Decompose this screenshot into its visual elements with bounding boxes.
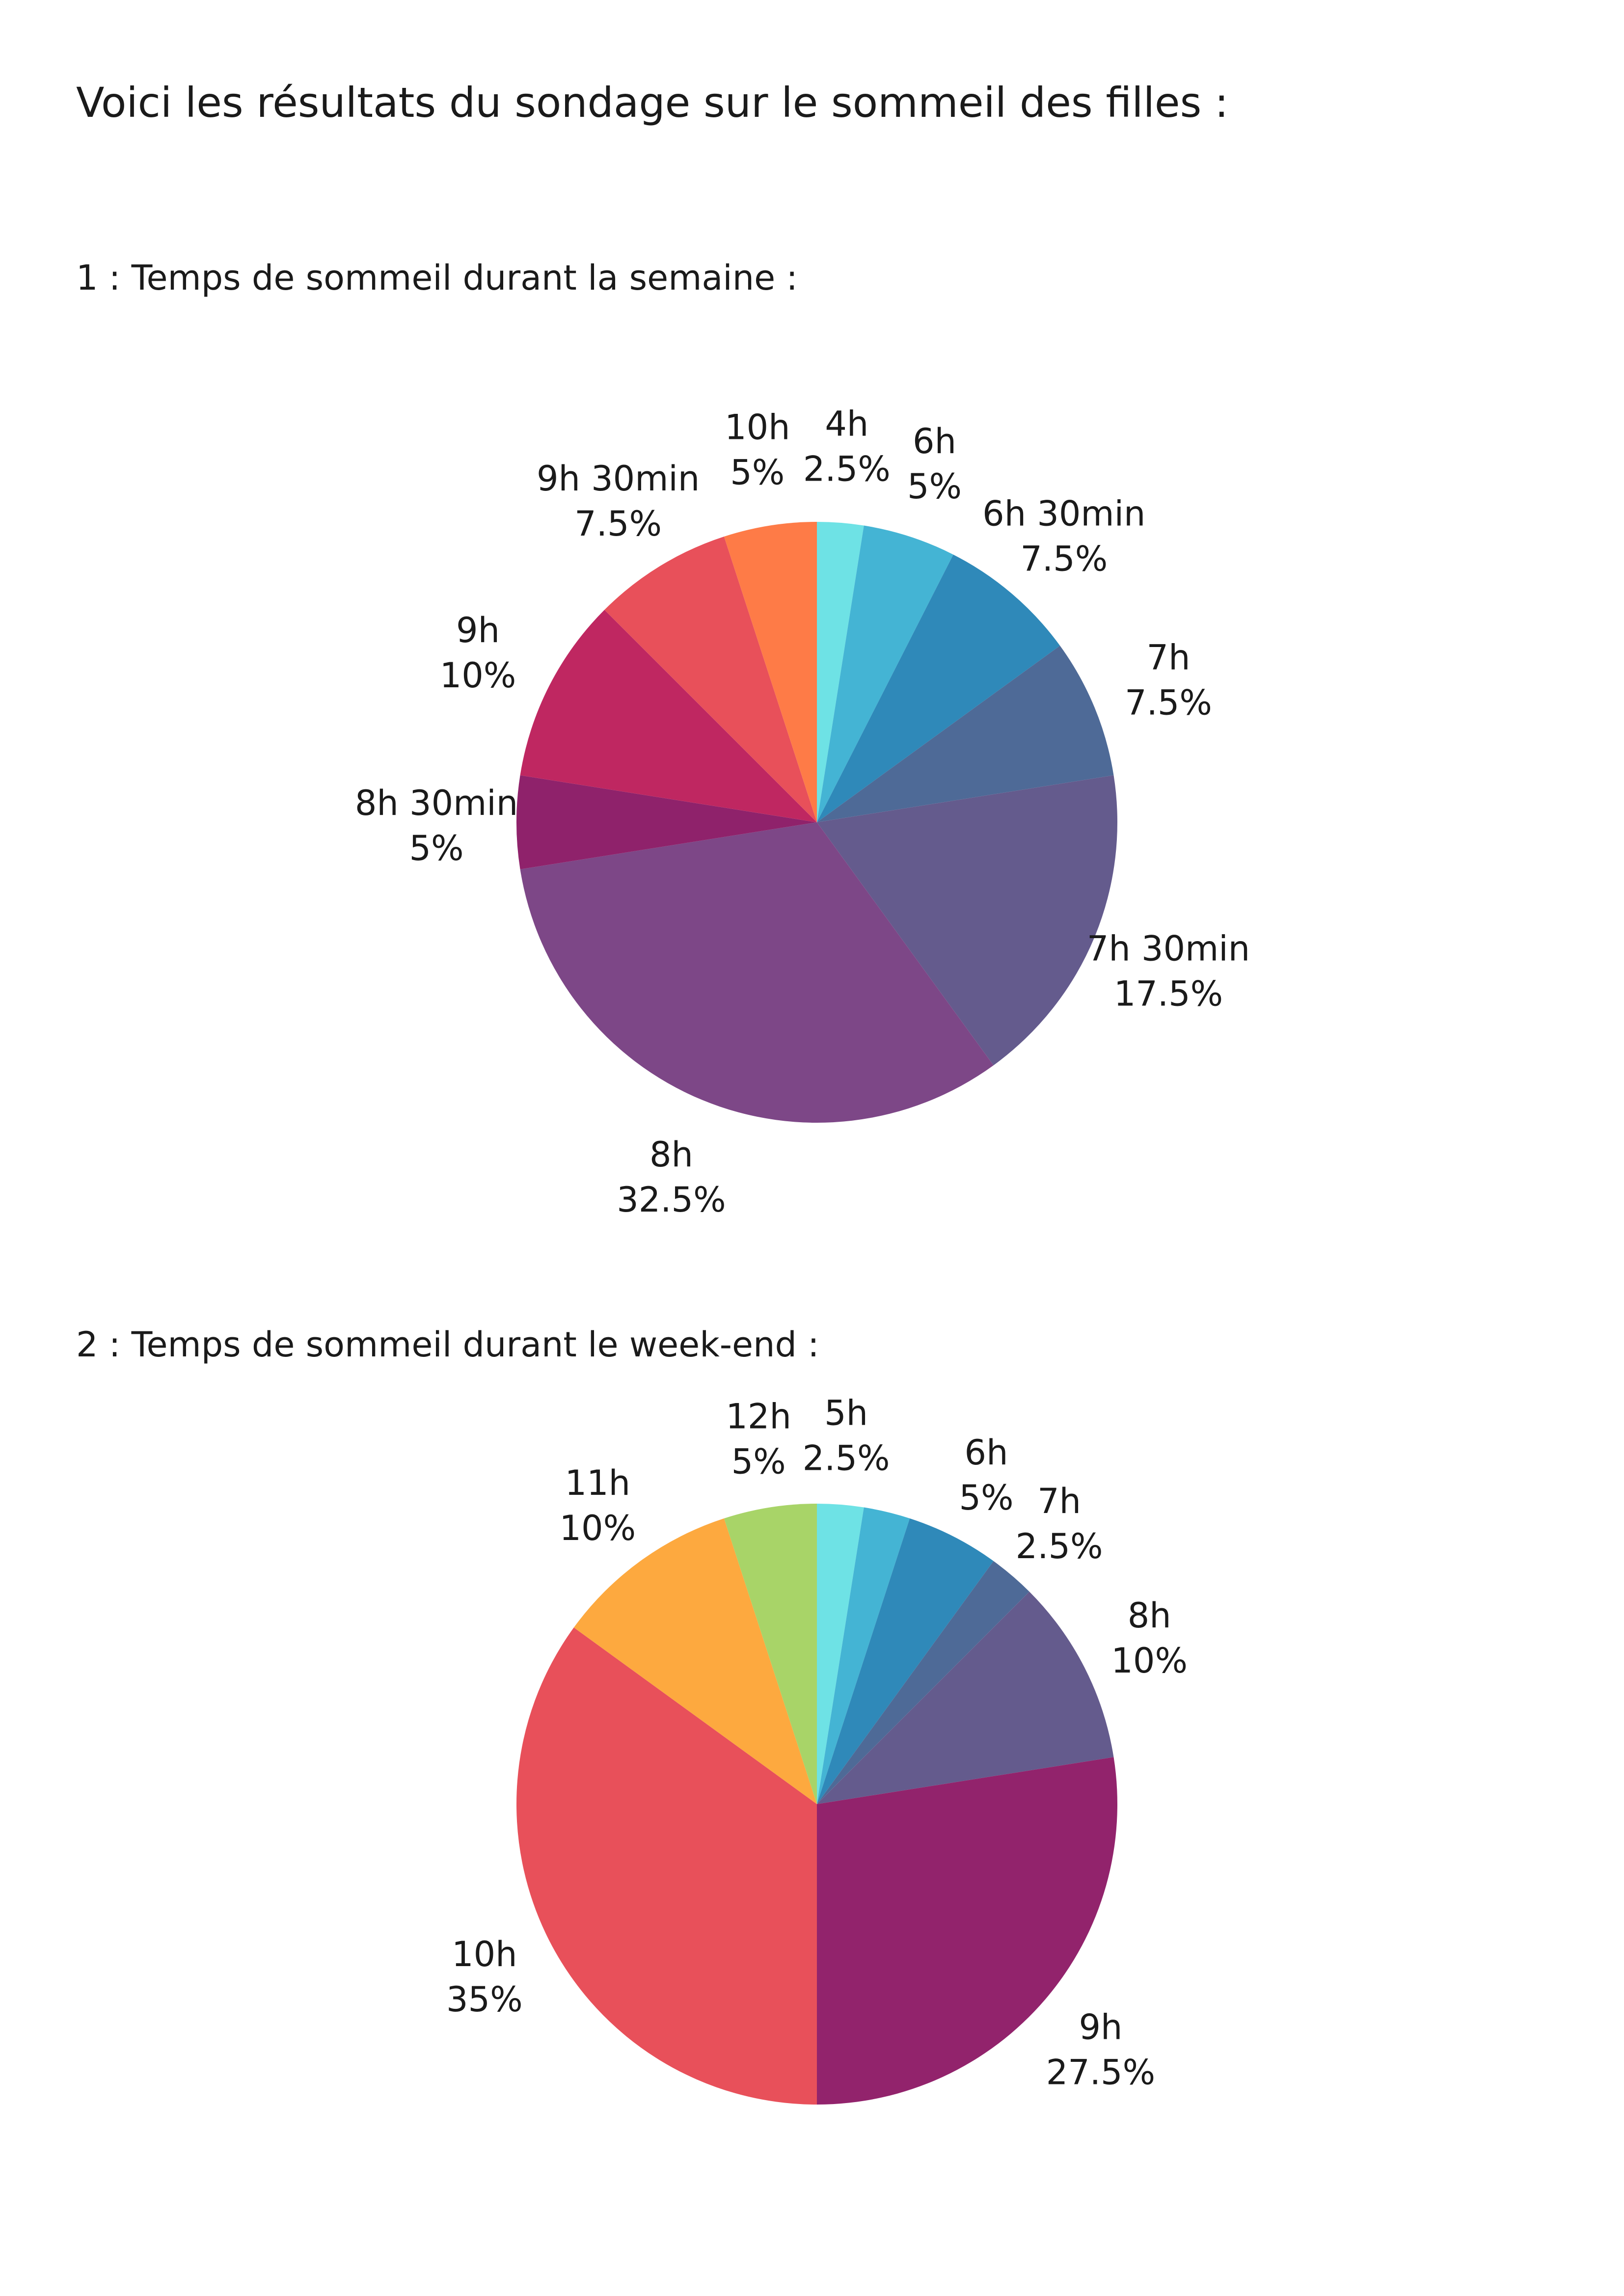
- slice-label: 10h 5%: [725, 407, 790, 493]
- pie-slice: [817, 1561, 1029, 1804]
- pie-slice: [817, 775, 1118, 1066]
- pie-chart-weekend: 5h 2.5% 6h 5% 7h 2.5%8h 10% 9h 27.5% 10h 35% 11h 10%…: [446, 1393, 1188, 2105]
- pie-chart-weekday: 4h 2.5% 6h 5% 6h 30min 7.5% 7h 7.5% 7h 30min 17.5…: [355, 404, 1250, 1220]
- pie-slice: [817, 1507, 910, 1804]
- pie-slice: [817, 646, 1114, 822]
- pie-slice: [573, 1518, 817, 1804]
- chart-2-title: 2 : Temps de sommeil durant le week-end …: [76, 1324, 819, 1365]
- slice-label: 6h 30min 7.5%: [982, 494, 1145, 579]
- slice-label: 8h 32.5%: [617, 1134, 726, 1220]
- pie-slice: [817, 525, 953, 822]
- pie-slice: [516, 775, 817, 869]
- pie-slice: [817, 1592, 1114, 1804]
- slice-label: 5h 2.5%: [803, 1393, 890, 1478]
- slice-label: 9h 10%: [440, 610, 516, 696]
- slice-label: 6h 5%: [907, 421, 962, 507]
- pie-slice: [604, 536, 817, 822]
- pie-slice: [516, 1627, 817, 2105]
- slice-label: 4h 2.5%: [803, 404, 891, 489]
- slice-label: 8h 10%: [1111, 1595, 1188, 1681]
- pie-slice: [520, 822, 994, 1123]
- slice-label: 9h 27.5%: [1046, 2007, 1155, 2093]
- pie-slice: [817, 1504, 864, 1804]
- pie-slice: [817, 522, 864, 822]
- pie-slice: [817, 1518, 994, 1804]
- pie-slice: [817, 1757, 1118, 2105]
- pie-slice: [724, 1504, 817, 1804]
- pie-slice: [724, 522, 817, 822]
- slice-label: 7h 30min 17.5%: [1087, 929, 1250, 1014]
- chart-1-title: 1 : Temps de sommeil durant la semaine :: [76, 258, 798, 298]
- page-title: Voici les résultats du sondage sur le so…: [76, 79, 1229, 127]
- slice-label: 8h 30min 5%: [355, 783, 518, 868]
- slice-label: 12h 5%: [726, 1396, 791, 1482]
- slice-label: 11h 10%: [560, 1463, 636, 1548]
- slice-label: 10h 35%: [446, 1934, 523, 2020]
- slice-label: 9h 30min 7.5%: [537, 459, 700, 544]
- slice-label: 6h 5%: [959, 1432, 1013, 1518]
- slice-label: 7h 7.5%: [1125, 637, 1212, 723]
- pie-slice: [520, 610, 817, 822]
- slice-label: 7h 2.5%: [1016, 1481, 1103, 1567]
- pie-slice: [817, 554, 1060, 822]
